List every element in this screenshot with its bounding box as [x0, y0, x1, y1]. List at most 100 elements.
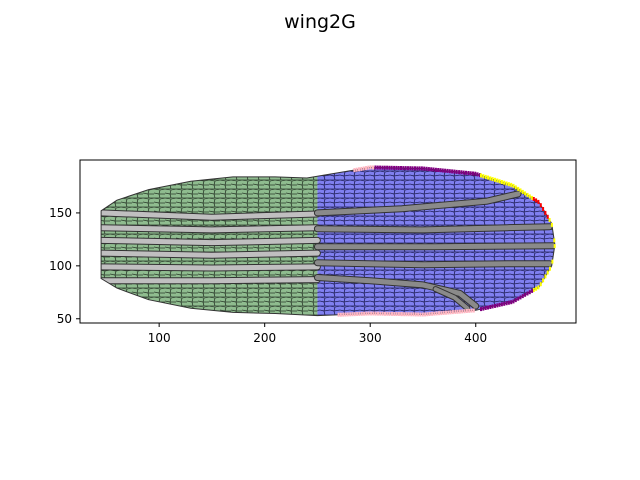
boundary-marker — [431, 311, 434, 316]
boundary-marker — [453, 169, 456, 174]
x-tick-label: 200 — [253, 331, 276, 345]
boundary-marker — [446, 168, 449, 173]
boundary-marker — [411, 166, 414, 171]
boundary-marker — [376, 165, 379, 170]
boundary-marker — [405, 312, 408, 317]
boundary-marker — [537, 199, 540, 204]
boundary-marker — [480, 307, 482, 312]
boundary-marker — [480, 173, 482, 178]
boundary-marker — [524, 292, 527, 297]
boundary-marker — [395, 165, 398, 170]
boundary-marker — [553, 238, 556, 243]
boundary-marker — [362, 166, 365, 171]
vein — [314, 260, 553, 268]
boundary-marker — [363, 311, 366, 316]
boundary-marker — [407, 312, 410, 317]
vein — [101, 250, 320, 258]
boundary-marker — [400, 312, 403, 317]
boundary-marker — [532, 288, 535, 292]
boundary-marker — [388, 165, 391, 170]
boundary-marker — [494, 177, 496, 182]
boundary-marker — [337, 312, 340, 317]
boundary-marker — [381, 311, 384, 316]
boundary-marker — [537, 285, 540, 290]
boundary-marker — [407, 166, 409, 171]
boundary-marker — [542, 207, 545, 211]
boundary-marker — [444, 168, 447, 173]
boundary-marker — [535, 286, 538, 291]
boundary-marker — [388, 311, 391, 316]
boundary-marker — [349, 312, 352, 317]
boundary-marker — [402, 166, 405, 171]
boundary-marker — [420, 166, 423, 171]
boundary-marker — [476, 172, 479, 177]
boundary-marker — [487, 175, 489, 180]
vein — [101, 264, 320, 271]
boundary-marker — [367, 311, 370, 316]
boundary-marker — [474, 171, 477, 176]
boundary-marker — [439, 168, 442, 173]
boundary-marker — [339, 312, 342, 317]
boundary-marker — [496, 303, 499, 308]
boundary-marker — [342, 312, 345, 317]
boundary-marker — [503, 180, 506, 185]
boundary-marker — [397, 166, 400, 170]
boundary-marker — [344, 312, 347, 317]
wing-outline — [100, 166, 556, 317]
boundary-marker — [542, 278, 545, 283]
boundary-marker — [503, 301, 506, 306]
boundary-marker — [544, 274, 547, 279]
boundary-marker — [550, 222, 553, 227]
boundary-marker — [482, 174, 485, 179]
boundary-marker — [365, 166, 367, 171]
vein — [314, 275, 479, 309]
boundary-marker — [512, 183, 515, 188]
boundary-marker — [425, 166, 428, 171]
vein — [314, 243, 555, 250]
boundary-marker — [360, 311, 363, 316]
boundary-marker — [355, 167, 358, 172]
boundary-markers — [337, 165, 556, 317]
boundary-marker — [498, 179, 501, 184]
boundary-marker — [451, 169, 454, 174]
boundary-marker — [498, 302, 501, 307]
boundary-marker — [517, 296, 520, 301]
boundary-marker — [412, 312, 415, 317]
boundary-marker — [461, 309, 464, 314]
vein — [101, 225, 320, 233]
boundary-marker — [491, 304, 494, 309]
boundary-marker — [489, 176, 492, 181]
boundary-marker — [418, 166, 421, 171]
boundary-marker — [535, 198, 538, 203]
x-axis: 100 200 300 400 — [148, 323, 487, 345]
boundary-marker — [456, 309, 459, 314]
boundary-marker — [438, 311, 440, 316]
boundary-marker — [548, 218, 551, 222]
boundary-marker — [404, 166, 407, 171]
x-tick-label: 300 — [359, 331, 382, 345]
boundary-marker — [381, 165, 384, 170]
boundary-marker — [414, 312, 417, 317]
boundary-marker — [487, 305, 489, 310]
boundary-marker — [386, 311, 389, 316]
boundary-marker — [470, 308, 473, 313]
boundary-marker — [521, 294, 524, 299]
boundary-marker — [397, 312, 400, 316]
boundary-marker — [377, 311, 379, 316]
boundary-marker — [372, 311, 375, 316]
boundary-marker — [384, 311, 386, 316]
boundary-marker — [494, 303, 496, 308]
boundary-marker — [472, 171, 474, 176]
vein — [101, 210, 320, 220]
vein — [101, 237, 320, 246]
boundary-marker — [423, 166, 426, 171]
boundary-marker — [426, 312, 429, 317]
boundary-marker — [353, 312, 356, 317]
boundary-marker — [514, 185, 517, 190]
boundary-marker — [400, 166, 402, 170]
boundary-marker — [463, 309, 466, 314]
boundary-marker — [467, 171, 470, 175]
boundary-marker — [546, 270, 549, 275]
boundary-marker — [449, 310, 452, 315]
boundary-marker — [489, 305, 492, 309]
